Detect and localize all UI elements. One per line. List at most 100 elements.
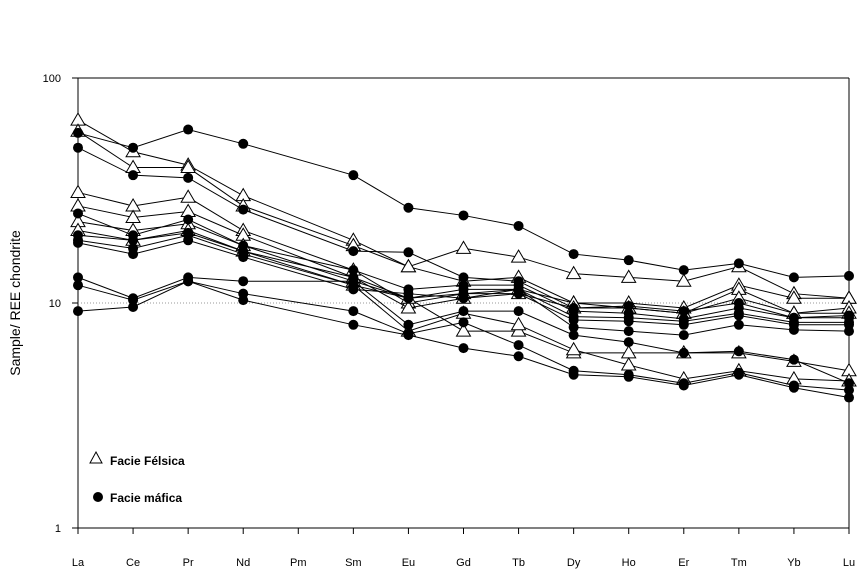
felsic-point <box>180 159 197 174</box>
mafic-point <box>733 319 744 330</box>
mafic-point <box>623 326 634 337</box>
x-tick-label: Dy <box>567 557 581 569</box>
mafic-point <box>73 272 83 283</box>
x-tick-label: Lu <box>843 557 855 569</box>
felsic-point <box>400 300 417 314</box>
mafic-point <box>513 220 524 231</box>
series-mafic <box>73 276 854 403</box>
mafic-point <box>568 249 579 260</box>
felsic-point <box>510 316 527 331</box>
mafic-point <box>678 306 689 317</box>
mafic-point <box>73 306 83 317</box>
mafic-point <box>513 351 524 362</box>
series-line <box>77 276 850 384</box>
mafic-point <box>733 258 744 269</box>
mafic-point <box>348 306 359 317</box>
felsic-point <box>455 323 472 337</box>
y-ticks: 100 10 1 <box>43 73 78 535</box>
series-line <box>77 212 849 320</box>
series-line <box>77 191 850 314</box>
mafic-point <box>844 385 854 396</box>
series-line <box>77 280 850 391</box>
series-line <box>77 280 850 399</box>
mafic-point <box>733 346 744 357</box>
mafic-point <box>678 319 689 330</box>
mafic-point <box>73 142 83 153</box>
mafic-point <box>623 300 634 311</box>
felsic-point <box>510 249 527 263</box>
felsic-point <box>565 265 582 280</box>
mafic-point <box>183 276 194 287</box>
x-tick-label: Ho <box>622 557 636 569</box>
mafic-point <box>348 319 359 330</box>
mafic-point <box>568 315 579 326</box>
mafic-point <box>183 124 194 135</box>
series-line <box>77 129 850 278</box>
series-line <box>77 232 849 323</box>
series-line <box>77 229 850 382</box>
felsic-point <box>786 290 802 304</box>
mafic-point <box>458 317 469 328</box>
mafic-point <box>73 208 83 219</box>
felsic-point <box>620 269 637 283</box>
felsic-point <box>675 273 692 287</box>
felsic-point <box>620 344 637 359</box>
mafic-point <box>458 293 469 304</box>
x-tick-label: Er <box>678 557 689 569</box>
mafic-point <box>788 382 799 393</box>
mafic-point <box>678 265 689 276</box>
mafic-point <box>73 237 83 248</box>
mafic-point <box>844 378 854 389</box>
mafic-point <box>568 322 579 333</box>
mafic-point <box>733 369 744 380</box>
mafic-point <box>73 127 83 138</box>
mafic-point <box>183 172 194 183</box>
x-tick-label: Tm <box>731 557 747 569</box>
felsic-point <box>455 240 472 254</box>
mafic-point <box>513 284 524 295</box>
mafic-point <box>678 330 689 341</box>
mafic-point <box>403 330 414 341</box>
series-line <box>77 119 850 299</box>
mafic-point <box>348 284 359 295</box>
legend-triangle-marker <box>89 450 103 464</box>
legend-mafic-label: Facie máfica <box>110 491 182 505</box>
mafic-point <box>678 380 689 391</box>
mafic-point <box>128 235 139 246</box>
felsic-point <box>70 184 86 198</box>
mafic-point <box>348 265 359 276</box>
mafic-point <box>458 343 469 354</box>
legend: Facie Félsica Facie máfica <box>89 450 185 505</box>
mafic-point <box>623 316 634 327</box>
series-mafic <box>73 235 854 341</box>
y-axis-title: Sample/ REE chondrite <box>7 230 23 376</box>
series-line <box>77 205 849 314</box>
mafic-point <box>403 202 414 213</box>
y-tick-label: 1 <box>55 523 61 535</box>
mafic-point <box>844 392 854 403</box>
mafic-point <box>238 252 249 263</box>
y-tick-label: 10 <box>49 298 61 310</box>
felsic-point <box>180 189 197 203</box>
mafic-point <box>128 170 139 181</box>
mafic-point <box>348 246 359 257</box>
mafic-point <box>513 340 524 351</box>
mafic-point <box>238 138 249 149</box>
mafic-point <box>348 170 359 181</box>
mafic-point <box>678 347 689 358</box>
x-tick-label: Tb <box>512 557 525 569</box>
mafic-point <box>238 204 249 215</box>
legend-felsic-label: Facie Félsica <box>110 454 185 468</box>
mafic-point <box>183 235 194 246</box>
mafic-point <box>733 310 744 321</box>
x-ticks: La Ce Pr Nd Pm Sm Eu Gd Tb Dy Ho Er Tm Yb Lu <box>72 528 855 569</box>
mafic-point <box>73 280 83 291</box>
mafic-point <box>403 247 414 258</box>
mafic-point <box>788 272 799 283</box>
x-tick-label: Pr <box>183 557 194 569</box>
mafic-point <box>128 249 139 260</box>
x-tick-label: Ce <box>126 557 140 569</box>
mafic-point <box>238 276 249 287</box>
series-line <box>77 147 850 319</box>
x-tick-label: Pm <box>290 557 307 569</box>
